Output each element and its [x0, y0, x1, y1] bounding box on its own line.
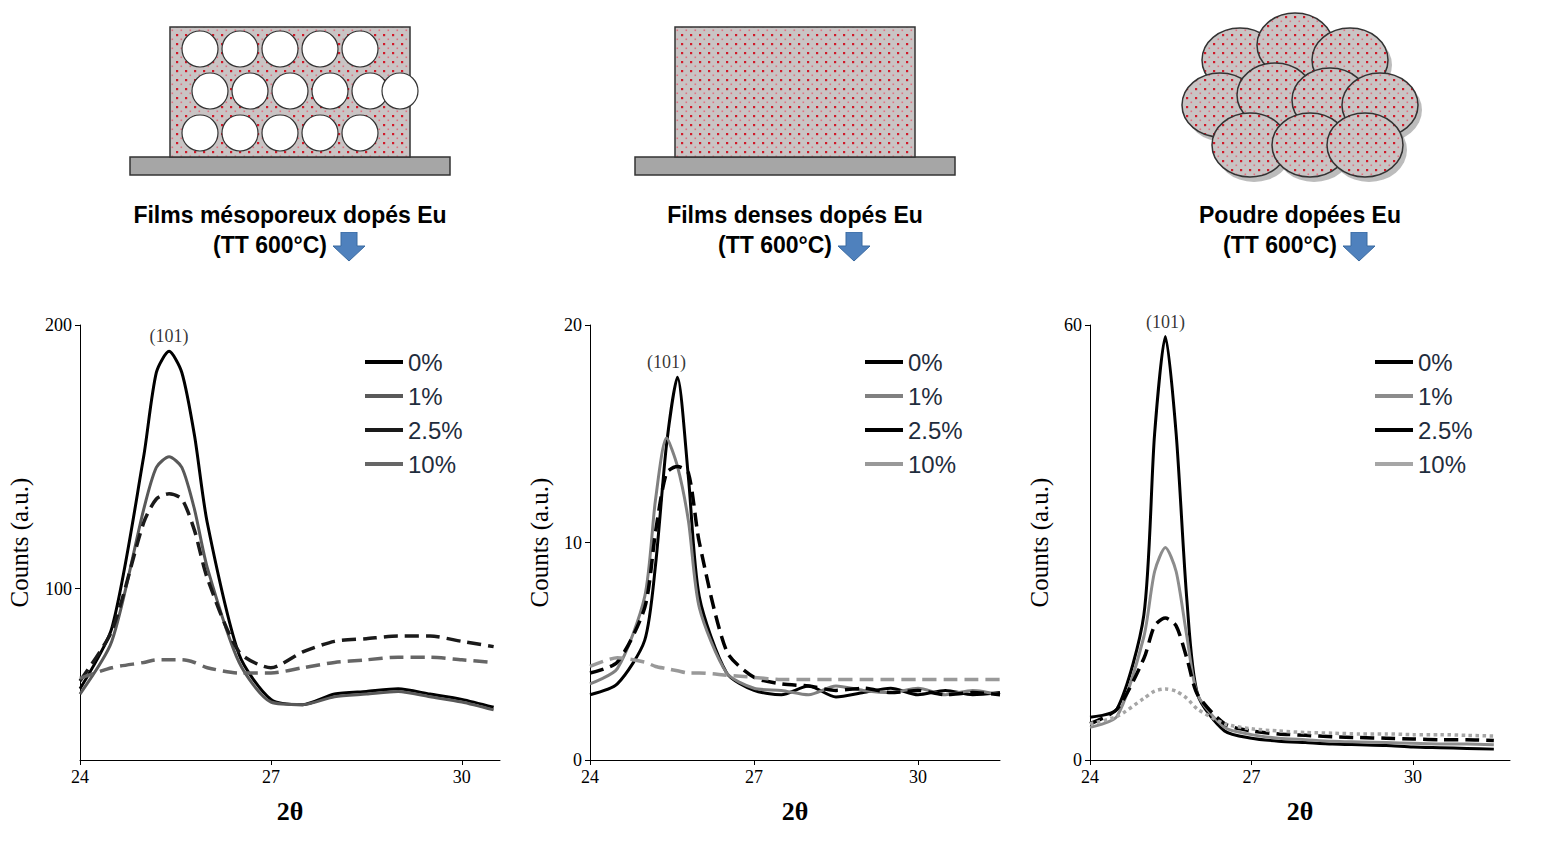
svg-text:27: 27 [262, 767, 280, 787]
svg-text:2.5%: 2.5% [408, 417, 463, 444]
svg-text:0: 0 [1073, 750, 1082, 770]
svg-text:1%: 1% [408, 383, 443, 410]
svg-text:10%: 10% [908, 451, 956, 478]
svg-text:10: 10 [564, 533, 582, 553]
svg-text:(101): (101) [647, 352, 686, 373]
svg-text:24: 24 [581, 767, 599, 787]
svg-text:24: 24 [1081, 767, 1099, 787]
svg-text:30: 30 [453, 767, 471, 787]
svg-text:2θ: 2θ [782, 797, 809, 826]
html-text:(TT 600°C): (TT 600°C) [718, 232, 832, 258]
svg-text:2.5%: 2.5% [1418, 417, 1473, 444]
svg-text:10%: 10% [1418, 451, 1466, 478]
html-text:Films denses dopés Eu: Films denses dopés Eu [667, 202, 923, 228]
svg-text:24: 24 [71, 767, 89, 787]
svg-text:Counts (a.u.): Counts (a.u.) [526, 478, 554, 608]
svg-text:30: 30 [1404, 767, 1422, 787]
svg-text:2.5%: 2.5% [908, 417, 963, 444]
svg-text:(101): (101) [1146, 312, 1185, 333]
svg-text:20: 20 [564, 315, 582, 335]
svg-text:200: 200 [45, 315, 72, 335]
svg-text:30: 30 [909, 767, 927, 787]
svg-text:1%: 1% [1418, 383, 1453, 410]
svg-text:10%: 10% [408, 451, 456, 478]
svg-text:Counts (a.u.): Counts (a.u.) [1026, 478, 1054, 608]
svg-text:2θ: 2θ [1287, 797, 1314, 826]
svg-text:27: 27 [1243, 767, 1261, 787]
html-text:(TT 600°C): (TT 600°C) [213, 232, 327, 258]
html-text:Poudre dopées Eu: Poudre dopées Eu [1199, 202, 1401, 228]
svg-text:0%: 0% [408, 349, 443, 376]
html-text:(TT 600°C): (TT 600°C) [1223, 232, 1337, 258]
svg-text:Counts (a.u.): Counts (a.u.) [6, 478, 34, 608]
svg-text:0%: 0% [1418, 349, 1453, 376]
svg-text:0%: 0% [908, 349, 943, 376]
html-text:Films mésoporeux dopés Eu: Films mésoporeux dopés Eu [133, 202, 447, 228]
svg-text:(101): (101) [150, 326, 189, 347]
svg-text:0: 0 [573, 750, 582, 770]
svg-text:60: 60 [1064, 315, 1082, 335]
svg-text:2θ: 2θ [277, 797, 304, 826]
svg-text:27: 27 [745, 767, 763, 787]
svg-text:100: 100 [45, 579, 72, 599]
svg-text:1%: 1% [908, 383, 943, 410]
